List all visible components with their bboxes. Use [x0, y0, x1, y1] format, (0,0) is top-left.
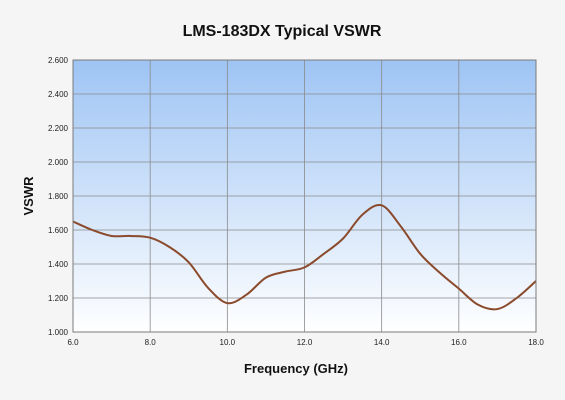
- y-tick-label: 1.600: [48, 226, 69, 235]
- x-tick-label: 18.0: [528, 338, 544, 347]
- vswr-series-line: [72, 203, 537, 311]
- chart-title: LMS-183DX Typical VSWR: [183, 23, 382, 40]
- y-tick-label: 2.200: [48, 124, 69, 133]
- x-tick-label: 14.0: [374, 338, 390, 347]
- plot-frame: [72, 59, 537, 333]
- x-tick-label: 6.0: [67, 338, 79, 347]
- y-tick-label: 1.400: [48, 260, 69, 269]
- y-tick-label: 2.000: [48, 158, 69, 167]
- series-layer: [72, 203, 537, 311]
- y-tick-label: 1.000: [48, 328, 69, 337]
- y-tick-label: 1.800: [48, 192, 69, 201]
- y-tick-label: 2.600: [48, 56, 69, 65]
- x-tick-label: 16.0: [451, 338, 467, 347]
- x-tick-label: 12.0: [297, 338, 313, 347]
- y-axis-label: VSWR: [21, 176, 36, 216]
- x-tick-label: 8.0: [145, 338, 157, 347]
- y-tick-label: 2.400: [48, 90, 69, 99]
- x-tick-label: 10.0: [220, 338, 236, 347]
- y-tick-label: 1.200: [48, 294, 69, 303]
- tick-labels: 6.0 8.0 10.0 12.0 14.0 16.0 18.0 1.000 1.200 1.40…: [48, 56, 544, 347]
- x-axis-label: Frequency (GHz): [244, 361, 348, 376]
